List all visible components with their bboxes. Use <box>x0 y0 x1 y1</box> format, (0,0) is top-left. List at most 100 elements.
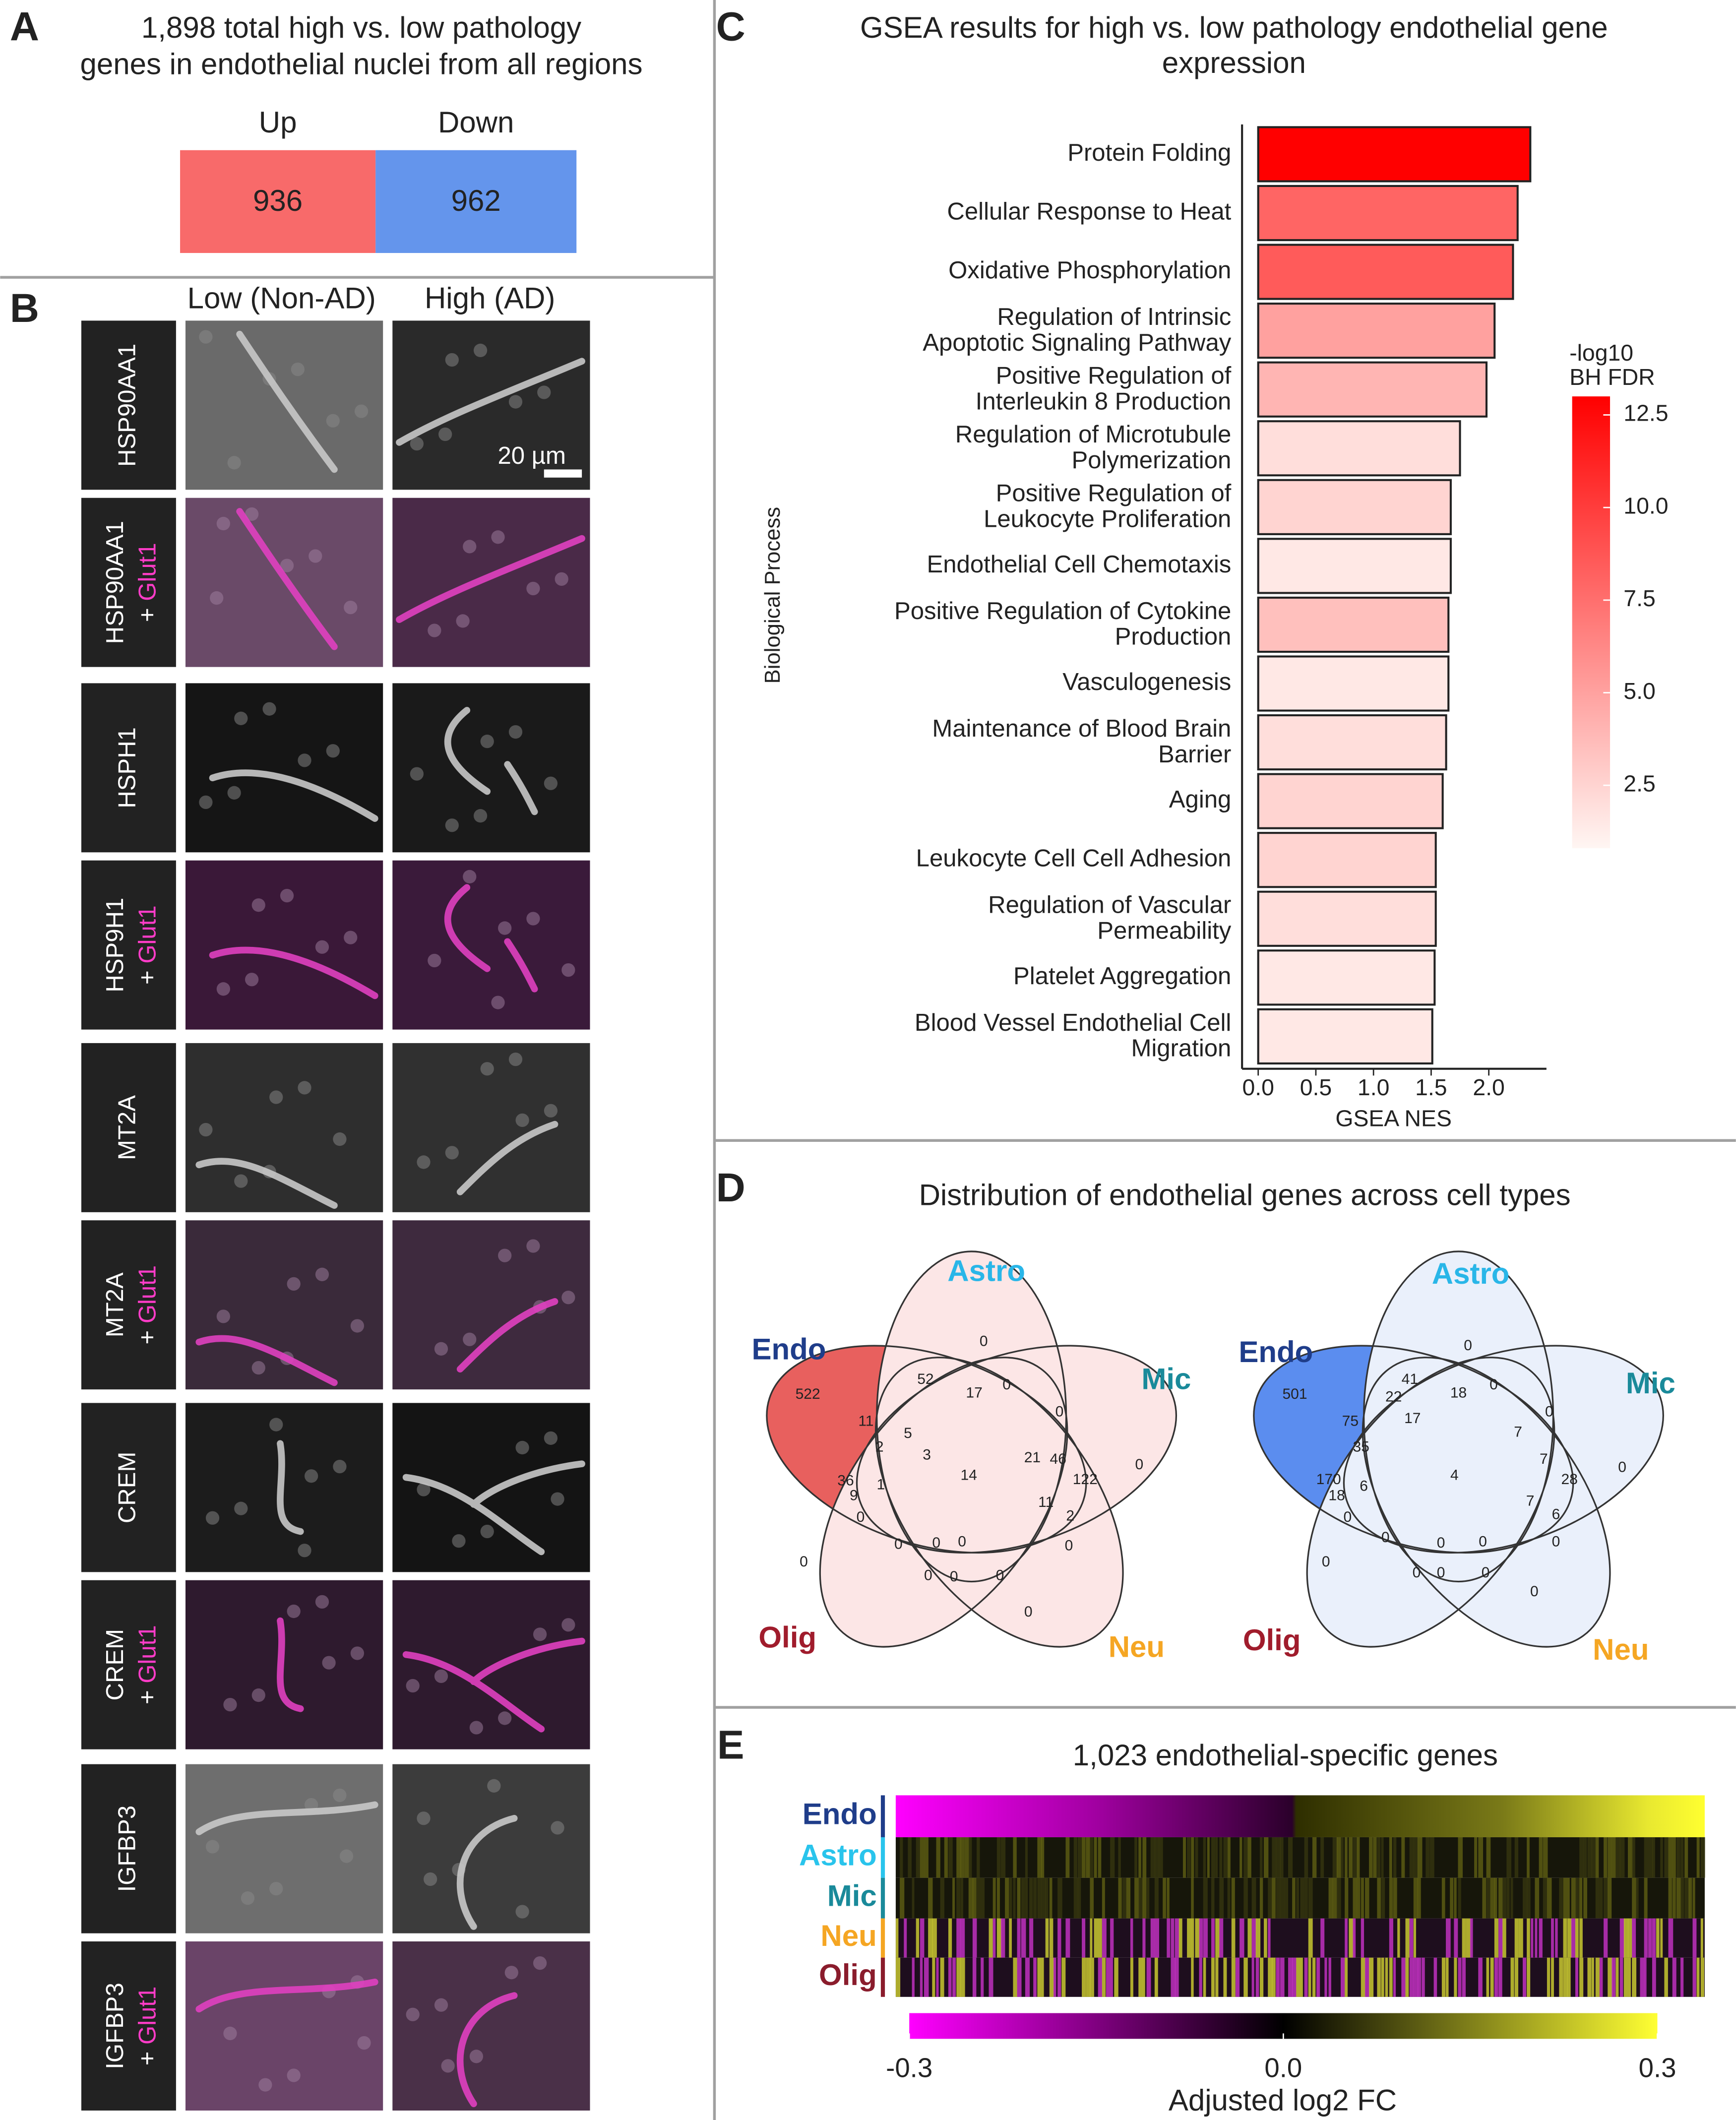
heatmap-texture <box>1547 1877 1552 1919</box>
label-box <box>81 1580 176 1749</box>
heatmap-texture <box>1672 1877 1676 1919</box>
vessel <box>236 330 338 473</box>
cell-body <box>561 963 575 977</box>
heatmap-texture <box>1575 1918 1579 1958</box>
heatmap-texture <box>1110 1918 1114 1958</box>
heatmap-texture <box>1514 1918 1519 1958</box>
row-color-bar <box>880 1957 885 1997</box>
heatmap-texture <box>1364 1877 1369 1919</box>
heatmap-texture <box>1037 1877 1042 1919</box>
heatmap-texture <box>1696 1957 1700 1997</box>
heatmap-texture <box>1251 1877 1256 1919</box>
bar <box>1257 832 1437 888</box>
stain-name: Glut1 <box>134 543 161 601</box>
heatmap-texture <box>1276 1877 1281 1919</box>
cell-body <box>354 404 369 418</box>
row-label: MT2A <box>102 1272 128 1337</box>
heatmap-texture <box>972 1957 977 1997</box>
heatmap-texture <box>1389 1837 1392 1878</box>
heatmap-texture <box>1328 1877 1333 1919</box>
heatmap-texture <box>1231 1877 1235 1919</box>
label-box <box>81 320 176 490</box>
region-count: 18 <box>1450 1384 1467 1401</box>
heatmap-texture <box>1110 1957 1113 1997</box>
stain-label: + Glut1 <box>134 905 161 985</box>
heatmap-texture <box>1171 1957 1176 1997</box>
region-count: 52 <box>917 1371 933 1387</box>
heatmap-texture <box>996 1918 1002 1958</box>
region-count: 0 <box>1344 1509 1352 1525</box>
heatmap-texture <box>1527 1957 1531 1997</box>
heatmap-texture <box>1037 1837 1042 1878</box>
heatmap-texture <box>1336 1877 1341 1919</box>
heatmap-texture <box>1409 1837 1414 1878</box>
heatmap-texture <box>992 1918 996 1958</box>
heatmap-texture <box>1623 1918 1628 1958</box>
heatmap-texture <box>1623 1957 1628 1997</box>
heatmap-texture <box>1102 1957 1106 1997</box>
cell-body <box>262 702 276 716</box>
region-count: 0 <box>932 1535 940 1551</box>
heatmap-texture <box>1385 1957 1388 1997</box>
row-color-bar <box>880 1837 885 1878</box>
heatmap-texture <box>1567 1877 1570 1919</box>
region-count: 46 <box>1050 1451 1066 1467</box>
cell-body <box>456 614 470 628</box>
panel-letter: C <box>716 4 745 50</box>
cell-body <box>298 1544 311 1558</box>
bar <box>1257 949 1436 1006</box>
stain-joiner: + <box>134 2052 161 2066</box>
heatmap-texture <box>1243 1957 1248 1997</box>
cell-body <box>333 1788 347 1803</box>
heatmap-texture <box>1389 1918 1393 1958</box>
heatmap-texture <box>1417 1957 1422 1997</box>
heatmap-texture <box>1632 1837 1635 1878</box>
heatmap-texture <box>1547 1957 1550 1997</box>
heatmap-texture <box>1098 1918 1102 1958</box>
region-count: 36 <box>837 1473 854 1489</box>
heatmap-texture <box>1527 1918 1530 1958</box>
count-label: 962 <box>451 184 501 217</box>
chart-title: expression <box>1162 46 1306 79</box>
cell-body <box>487 1779 501 1793</box>
region-count: 18 <box>1328 1488 1345 1504</box>
cell-body <box>350 1646 365 1660</box>
category-label: Positive Regulation of <box>996 363 1232 389</box>
cell-body <box>298 1081 311 1095</box>
stain-name: Glut1 <box>134 1625 161 1683</box>
heatmap-texture <box>1033 1957 1037 1997</box>
set-label: Mic <box>1626 1367 1675 1400</box>
heatmap-texture <box>1086 1837 1090 1878</box>
heatmap-texture <box>1595 1957 1600 1997</box>
heatmap-texture <box>1017 1957 1022 1997</box>
heatmap-texture <box>1163 1877 1166 1919</box>
heatmap-texture <box>1615 1957 1619 1997</box>
heatmap-texture <box>1644 1877 1648 1919</box>
region-count: 22 <box>1385 1388 1402 1405</box>
heatmap-texture <box>1551 1918 1554 1958</box>
region-count: 0 <box>980 1333 988 1350</box>
cell-body <box>480 735 494 748</box>
category-label: Production <box>1115 624 1232 650</box>
column-header: Low (Non-AD) <box>187 281 376 314</box>
category-label: Platelet Aggregation <box>1013 963 1231 990</box>
heatmap-texture <box>1154 1877 1159 1919</box>
micrograph <box>185 1941 383 2111</box>
cell-body <box>480 1524 494 1539</box>
set-label: Olig <box>1243 1623 1301 1657</box>
heatmap-texture <box>952 1877 955 1919</box>
vessel <box>209 769 378 822</box>
row-color-bar <box>880 1877 885 1919</box>
heatmap-texture <box>1191 1837 1194 1878</box>
row-color-bar <box>880 1795 885 1837</box>
heatmap-texture <box>1033 1877 1037 1919</box>
region-count: 11 <box>858 1413 873 1430</box>
heatmap-texture <box>996 1877 1000 1919</box>
region-count: 3 <box>923 1447 931 1463</box>
cell-body <box>339 1849 354 1863</box>
heatmap-texture <box>1037 1957 1042 1997</box>
heatmap-texture <box>1377 1877 1381 1919</box>
cell-body <box>234 1501 248 1515</box>
heatmap-texture <box>1514 1837 1519 1878</box>
heatmap-texture <box>1199 1957 1202 1997</box>
